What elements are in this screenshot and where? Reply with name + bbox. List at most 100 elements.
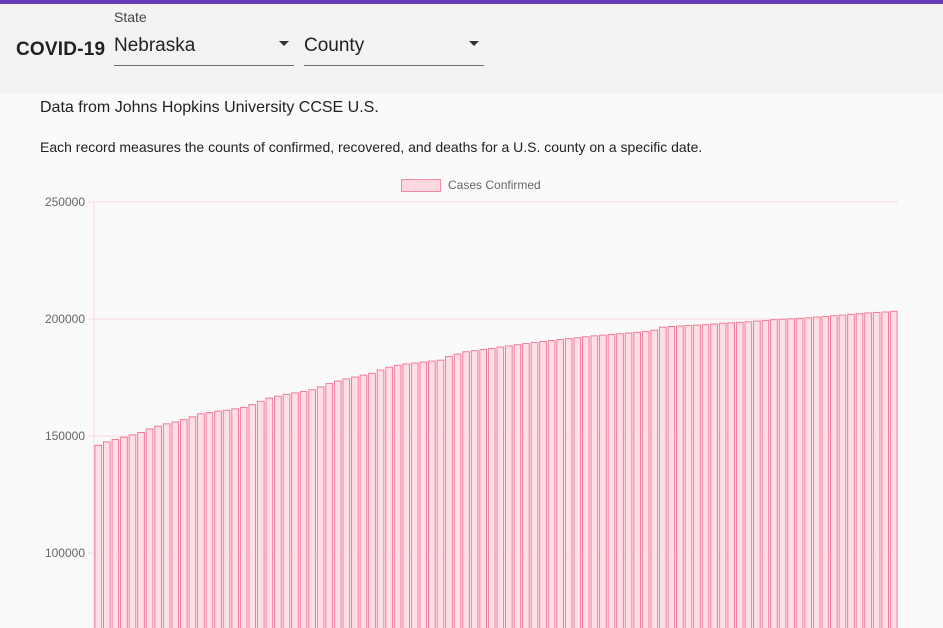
bar-cases-confirmed[interactable] <box>462 351 470 628</box>
bar-cases-confirmed[interactable] <box>137 431 145 628</box>
bar-cases-confirmed[interactable] <box>282 393 291 628</box>
bar-cases-confirmed[interactable] <box>308 389 316 628</box>
bar-cases-confirmed[interactable] <box>667 325 676 628</box>
bar-cases-confirmed[interactable] <box>496 346 505 628</box>
bar-cases-confirmed[interactable] <box>197 413 205 628</box>
bar-cases-confirmed[interactable] <box>188 416 197 628</box>
bar-cases-confirmed[interactable] <box>821 315 830 628</box>
bar-cases-confirmed[interactable] <box>171 421 180 628</box>
bar-cases-confirmed[interactable] <box>847 313 855 628</box>
bar-cases-confirmed[interactable] <box>154 425 162 628</box>
bar-cases-confirmed[interactable] <box>428 360 436 628</box>
bar-cases-confirmed[interactable] <box>590 335 599 628</box>
bar-cases-confirmed[interactable] <box>342 378 351 628</box>
bar-cases-confirmed[interactable] <box>453 353 462 628</box>
bar-cases-confirmed[interactable] <box>744 321 753 628</box>
bar-cases-confirmed[interactable] <box>616 333 624 628</box>
bar-cases-confirmed[interactable] <box>359 374 368 628</box>
bar-cases-confirmed[interactable] <box>102 441 111 628</box>
bar-cases-confirmed[interactable] <box>684 325 693 628</box>
bar-cases-confirmed[interactable] <box>333 380 342 628</box>
bar-cases-confirmed[interactable] <box>325 383 334 628</box>
bar-cases-confirmed[interactable] <box>881 311 890 628</box>
bar-cases-confirmed[interactable] <box>727 322 736 628</box>
bar-cases-confirmed[interactable] <box>830 315 838 628</box>
bar-cases-confirmed[interactable] <box>564 338 573 628</box>
bar-cases-confirmed[interactable] <box>376 369 385 628</box>
bar-cases-confirmed[interactable] <box>205 412 214 628</box>
bar-cases-confirmed[interactable] <box>470 350 479 628</box>
bar-cases-confirmed[interactable] <box>239 406 248 628</box>
bar-cases-confirmed[interactable] <box>718 322 727 628</box>
bar-cases-confirmed[interactable] <box>94 444 103 628</box>
bar-cases-confirmed[interactable] <box>419 361 428 628</box>
bar-cases-confirmed[interactable] <box>385 366 393 628</box>
bar-cases-confirmed[interactable] <box>761 319 770 628</box>
bar-cases-confirmed[interactable] <box>778 318 787 628</box>
bar-cases-confirmed[interactable] <box>274 395 282 628</box>
bar-cases-confirmed[interactable] <box>607 333 616 628</box>
bar-cases-confirmed[interactable] <box>393 364 402 628</box>
bar-cases-confirmed[interactable] <box>479 348 487 628</box>
bar-cases-confirmed[interactable] <box>599 334 607 628</box>
bar-cases-confirmed[interactable] <box>145 428 154 628</box>
bar-cases-confirmed[interactable] <box>812 316 821 628</box>
bar-cases-confirmed[interactable] <box>855 313 864 628</box>
bar-cases-confirmed[interactable] <box>658 326 667 628</box>
bar-cases-confirmed[interactable] <box>256 400 265 628</box>
bar-cases-confirmed[interactable] <box>539 340 547 628</box>
bar-cases-confirmed[interactable] <box>693 324 701 628</box>
bar-cases-confirmed[interactable] <box>633 331 641 628</box>
bar-cases-confirmed[interactable] <box>120 436 128 628</box>
bar-cases-confirmed[interactable] <box>641 330 650 628</box>
bar-cases-confirmed[interactable] <box>291 392 299 628</box>
bar-cases-confirmed[interactable] <box>410 362 419 628</box>
bar-cases-confirmed[interactable] <box>864 312 872 628</box>
bar-cases-confirmed[interactable] <box>770 319 778 628</box>
bar-cases-confirmed[interactable] <box>351 376 359 628</box>
bar-cases-confirmed[interactable] <box>316 386 325 628</box>
bar-cases-confirmed[interactable] <box>872 311 881 628</box>
bar-cases-confirmed[interactable] <box>248 404 257 628</box>
bar-cases-confirmed[interactable] <box>650 329 659 628</box>
bar-cases-confirmed[interactable] <box>487 347 496 628</box>
bar-cases-confirmed[interactable] <box>504 345 513 628</box>
bar-cases-confirmed[interactable] <box>889 310 898 628</box>
bar-cases-confirmed[interactable] <box>214 410 222 628</box>
y-tick-label: 100000 <box>45 546 85 560</box>
bar-cases-confirmed[interactable] <box>753 320 761 628</box>
legend-label[interactable]: Cases Confirmed <box>448 178 541 192</box>
bar-cases-confirmed[interactable] <box>265 397 274 628</box>
bar-cases-confirmed[interactable] <box>838 314 847 628</box>
bar-cases-confirmed[interactable] <box>581 336 590 628</box>
bar-cases-confirmed[interactable] <box>368 372 376 628</box>
bar-cases-confirmed[interactable] <box>530 341 539 628</box>
bar-cases-confirmed[interactable] <box>624 332 633 628</box>
bar-cases-confirmed[interactable] <box>676 325 684 628</box>
bar-cases-confirmed[interactable] <box>231 408 239 628</box>
bar-cases-confirmed[interactable] <box>804 317 813 628</box>
bar-cases-confirmed[interactable] <box>787 318 795 628</box>
bar-cases-confirmed[interactable] <box>795 317 804 628</box>
bar-cases-confirmed[interactable] <box>710 323 718 628</box>
bar-cases-confirmed[interactable] <box>111 439 120 628</box>
app-bar: COVID-19 State Nebraska County <box>0 4 943 94</box>
bar-cases-confirmed[interactable] <box>179 419 188 628</box>
bar-cases-confirmed[interactable] <box>573 337 582 628</box>
bar-cases-confirmed[interactable] <box>128 434 137 628</box>
bar-cases-confirmed[interactable] <box>222 409 231 628</box>
bar-cases-confirmed[interactable] <box>556 339 564 628</box>
bar-cases-confirmed[interactable] <box>513 344 522 628</box>
bar-cases-confirmed[interactable] <box>299 391 308 628</box>
bar-cases-confirmed[interactable] <box>547 340 556 628</box>
bar-cases-confirmed[interactable] <box>445 355 453 628</box>
county-select[interactable]: County <box>304 4 484 66</box>
bar-cases-confirmed[interactable] <box>522 343 530 628</box>
bar-cases-confirmed[interactable] <box>735 321 744 628</box>
bar-cases-confirmed[interactable] <box>436 359 445 628</box>
state-select[interactable]: State Nebraska <box>114 4 294 66</box>
bar-cases-confirmed[interactable] <box>162 423 171 628</box>
legend-swatch[interactable] <box>401 179 441 192</box>
bar-cases-confirmed[interactable] <box>701 324 710 628</box>
bar-cases-confirmed[interactable] <box>402 363 411 628</box>
